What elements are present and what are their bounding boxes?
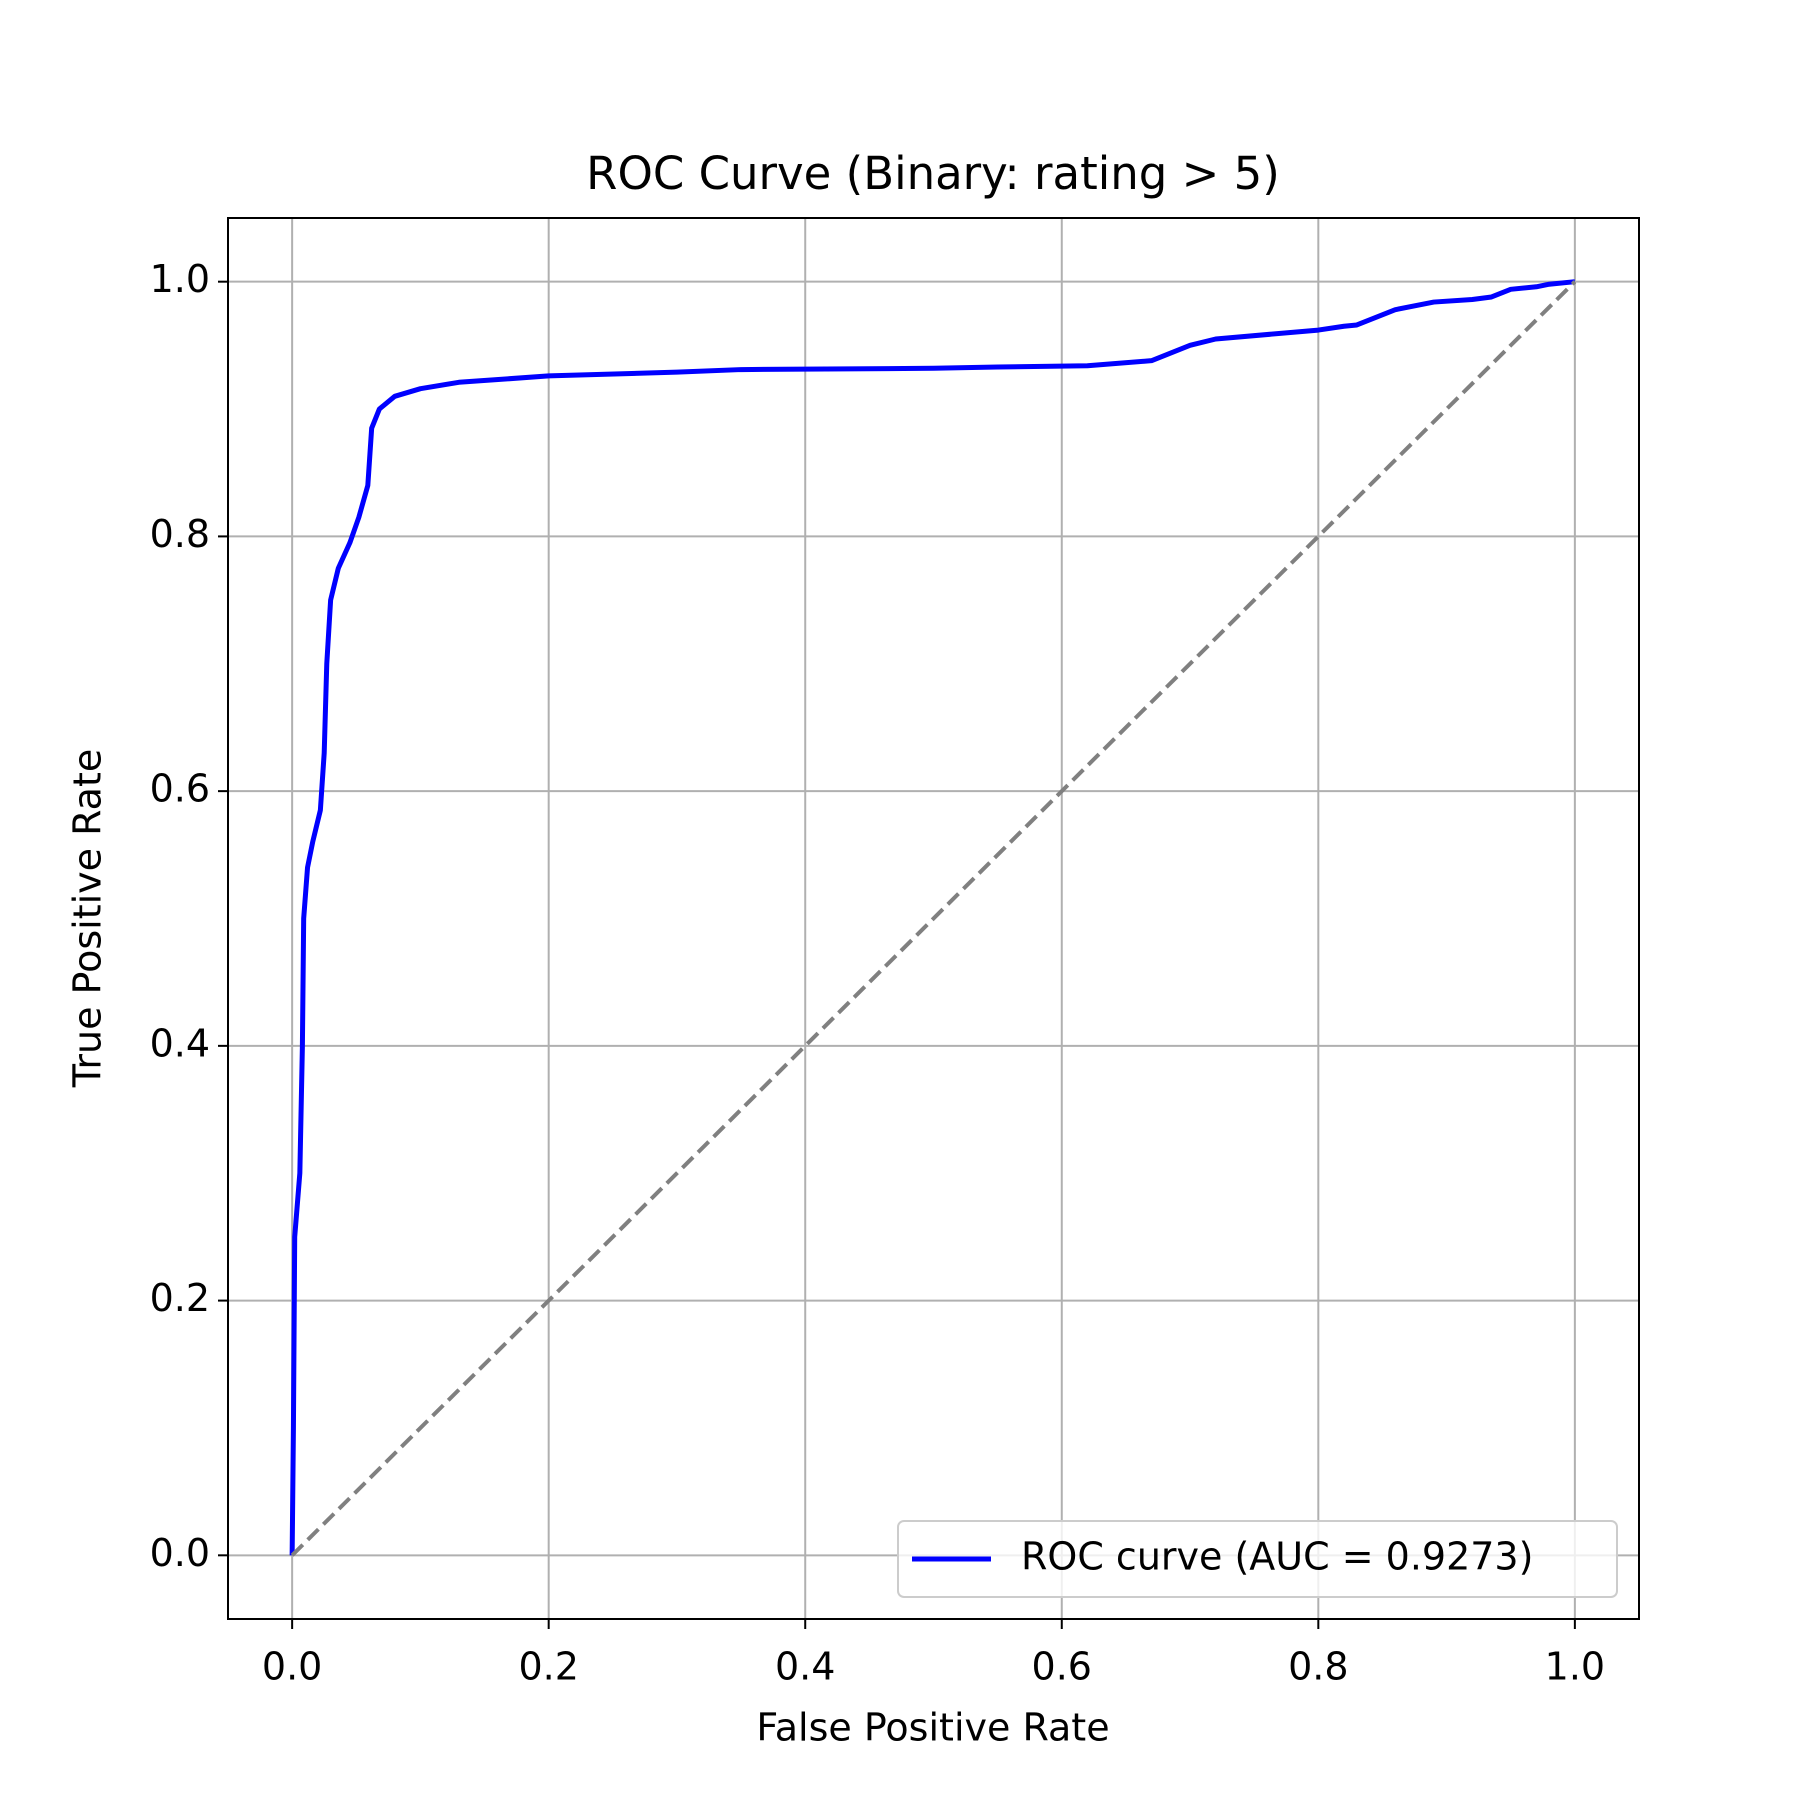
x-tick-label: 1.0	[1545, 1645, 1605, 1689]
chart-title: ROC Curve (Binary: rating > 5)	[586, 147, 1280, 200]
x-tick-label: 0.8	[1288, 1645, 1348, 1689]
x-tick-label: 0.2	[518, 1645, 578, 1689]
y-tick-label: 0.0	[150, 1531, 210, 1575]
legend-box	[897, 1520, 1618, 1598]
x-tick-label: 0.6	[1032, 1645, 1092, 1689]
y-axis-label: True Positive Rate	[66, 749, 110, 1089]
series-line	[290, 280, 1577, 1557]
y-tick-label: 0.2	[150, 1276, 210, 1320]
legend-label: ROC curve (AUC = 0.9273)	[1021, 1535, 1533, 1579]
series-line	[289, 279, 1576, 1556]
x-tick-label: 0.4	[775, 1645, 835, 1689]
y-tick-label: 0.8	[150, 512, 210, 556]
x-axis-label: False Positive Rate	[756, 1706, 1109, 1750]
x-tick-label: 0.0	[262, 1645, 322, 1689]
y-tick-label: 0.4	[150, 1021, 210, 1065]
y-tick-label: 1.0	[150, 257, 210, 301]
plot-frame	[227, 217, 1640, 1620]
y-tick-label: 0.6	[150, 767, 210, 811]
